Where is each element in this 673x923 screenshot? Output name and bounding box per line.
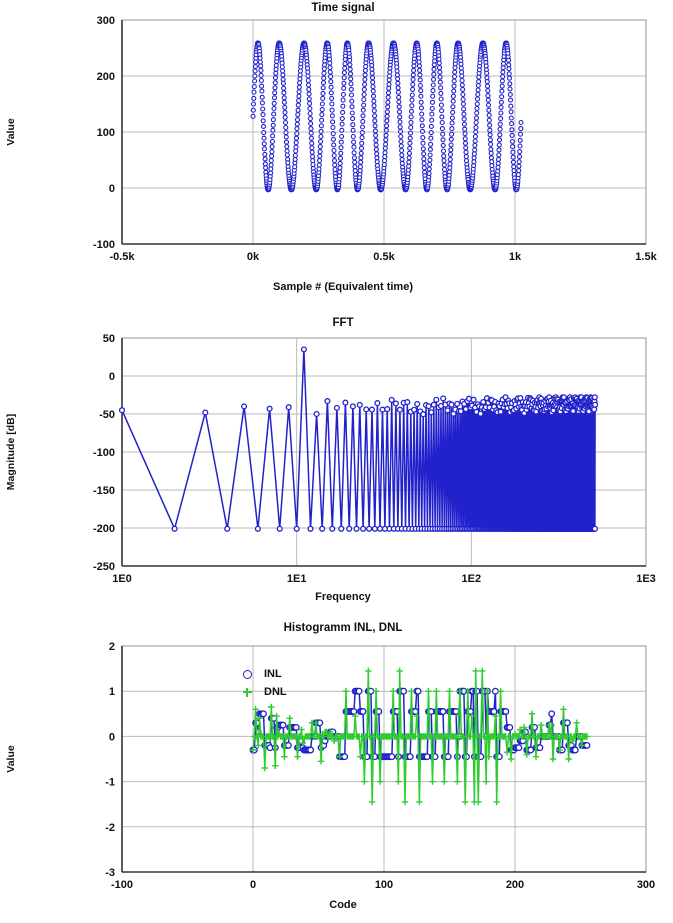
x-tick-label: 1E2: [462, 573, 482, 585]
inl-circle-icon: [240, 669, 254, 679]
inl-dnl-x-axis-label: Code: [329, 899, 357, 911]
dnl-plus-icon: [240, 687, 254, 697]
x-tick-label: 300: [637, 879, 655, 891]
x-tick-label: 0k: [247, 251, 260, 263]
inl-dnl-title: Histogramm INL, DNL: [283, 622, 403, 634]
x-tick-label: 100: [375, 879, 393, 891]
inl-dnl-histogram-chart: 2 1 0 -1 -2 -3 -100 0 100 200 300 Histogramm INL, …: [0, 613, 673, 923]
y-tick-label: -2: [105, 822, 115, 834]
time-signal-chart: 300 200 100 0 -100 -0.5k 0k 0.5k 1k 1.5k Time sig…: [0, 0, 673, 308]
y-tick-label: 0: [109, 183, 115, 195]
y-tick-label: 1: [109, 686, 115, 698]
time-signal-x-axis-label: Sample # (Equivalent time): [273, 281, 413, 293]
x-tick-label: 0.5k: [373, 251, 395, 263]
y-tick-label: -50: [99, 409, 115, 421]
fft-x-axis-label: Frequency: [315, 591, 371, 603]
x-tick-label: 200: [506, 879, 524, 891]
time-signal-y-axis-label: Value: [5, 118, 17, 146]
y-tick-label: 2: [109, 641, 115, 653]
legend-label-inl: INL: [264, 668, 282, 680]
fft-chart: 50 0 -50 -100 -150 -200 -250 1E0 1E1 1E2 1E3 FFT M…: [0, 308, 673, 613]
x-tick-label: 1k: [509, 251, 522, 263]
y-tick-label: 300: [97, 15, 115, 27]
y-tick-label: 50: [103, 333, 115, 345]
x-tick-label: 1E3: [636, 573, 656, 585]
x-tick-label: 1E0: [112, 573, 132, 585]
fft-title: FFT: [332, 317, 354, 329]
legend-item-inl: INL: [240, 665, 287, 683]
legend: INL DNL: [240, 665, 287, 701]
y-tick-label: -250: [93, 561, 115, 573]
x-tick-label: -100: [111, 879, 133, 891]
x-tick-label: 1E1: [287, 573, 307, 585]
y-tick-label: 100: [97, 127, 115, 139]
time-signal-title: Time signal: [311, 2, 375, 14]
y-tick-label: -200: [93, 523, 115, 535]
legend-item-dnl: DNL: [240, 683, 287, 701]
x-tick-label: -0.5k: [109, 251, 135, 263]
legend-label-dnl: DNL: [264, 686, 287, 698]
y-tick-label: -1: [105, 777, 115, 789]
x-tick-label: 0: [250, 879, 256, 891]
y-tick-label: -3: [105, 867, 115, 879]
time-signal-plot-area: 300 200 100 0 -100-0.5k 0k 0.5k 1k 1.5k: [93, 15, 658, 263]
inl-dnl-y-axis-label: Value: [5, 745, 17, 773]
fft-y-axis-label: Magnitude [dB]: [5, 413, 17, 491]
y-tick-label: -100: [93, 239, 115, 251]
y-tick-label: 0: [109, 731, 115, 743]
x-tick-label: 1.5k: [635, 251, 657, 263]
y-tick-label: -100: [93, 447, 115, 459]
y-tick-label: 200: [97, 71, 115, 83]
y-tick-label: 0: [109, 371, 115, 383]
y-tick-label: -150: [93, 485, 115, 497]
inl-dnl-plot-area: 2 1 0 -1 -2 -3-100 0 100 200 300: [105, 641, 655, 891]
